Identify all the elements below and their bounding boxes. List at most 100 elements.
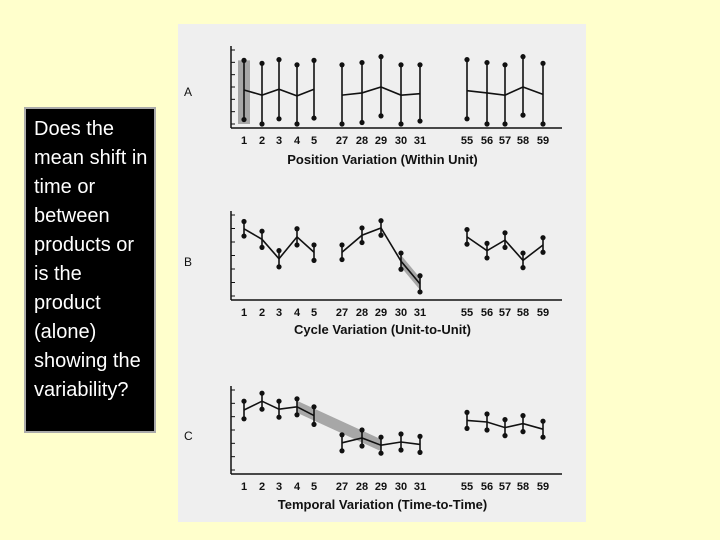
range-low-point <box>241 233 247 239</box>
range-high-point <box>464 57 470 63</box>
range-high-point <box>339 62 345 68</box>
x-tick-label: 31 <box>414 307 426 319</box>
range-high-point <box>520 54 526 60</box>
panel-letter: B <box>184 255 192 269</box>
x-tick-label: 3 <box>276 481 282 493</box>
range-low-point <box>359 443 365 449</box>
question-box: Does the mean shift in time or between p… <box>24 107 156 433</box>
x-tick-label: 27 <box>336 481 348 493</box>
x-tick-label: 59 <box>537 307 549 319</box>
range-high-point <box>359 59 365 66</box>
range-low-point <box>241 416 247 422</box>
x-tick-label: 30 <box>395 481 407 493</box>
range-high-point <box>339 432 345 438</box>
range-low-point <box>339 448 345 454</box>
range-low-point <box>378 113 384 119</box>
range-low-point <box>259 121 265 127</box>
range-low-point <box>484 255 490 261</box>
range-high-point <box>241 57 247 63</box>
range-low-point <box>540 434 546 440</box>
range-low-point <box>540 249 546 255</box>
range-high-point <box>276 57 282 63</box>
range-low-point <box>378 450 384 456</box>
range-low-point <box>259 406 265 412</box>
x-tick-label: 55 <box>461 307 473 319</box>
x-tick-label: 5 <box>311 481 317 493</box>
range-low-point <box>464 116 470 122</box>
range-low-point <box>520 112 526 118</box>
panel-letter: A <box>184 85 192 99</box>
x-tick-label: 4 <box>294 481 301 493</box>
range-high-point <box>259 228 265 234</box>
x-tick-label: 31 <box>414 481 426 493</box>
mean-line <box>341 86 421 96</box>
range-low-point <box>540 121 546 127</box>
range-low-point <box>294 121 300 127</box>
mean-line <box>466 236 544 262</box>
x-tick-label: 29 <box>375 307 387 319</box>
x-tick-label: 2 <box>259 481 265 493</box>
x-tick-label: 30 <box>395 135 407 147</box>
mean-line <box>243 88 315 97</box>
range-low-point <box>417 118 423 124</box>
x-tick-label: 27 <box>336 307 348 319</box>
range-high-point <box>259 390 265 396</box>
range-high-point <box>311 57 317 63</box>
range-high-point <box>484 240 490 246</box>
range-low-point <box>520 265 526 271</box>
x-tick-label: 57 <box>499 481 511 493</box>
range-low-point <box>276 414 282 420</box>
x-tick-label: 55 <box>461 135 473 147</box>
range-low-point <box>484 121 490 127</box>
range-high-point <box>417 62 423 68</box>
mean-line <box>243 400 315 417</box>
range-low-point <box>520 429 526 435</box>
range-high-point <box>417 273 423 279</box>
x-tick-label: 59 <box>537 135 549 147</box>
x-tick-label: 5 <box>311 135 317 147</box>
range-high-point <box>502 62 508 68</box>
range-low-point <box>276 116 282 122</box>
x-tick-label: 56 <box>481 481 493 493</box>
range-low-point <box>339 121 345 127</box>
range-high-point <box>378 218 384 224</box>
x-tick-label: 58 <box>517 481 529 493</box>
range-high-point <box>241 398 247 404</box>
x-tick-label: 29 <box>375 135 387 147</box>
range-low-point <box>359 239 365 246</box>
x-tick-label: 55 <box>461 481 473 493</box>
x-tick-label: 2 <box>259 135 265 147</box>
range-high-point <box>464 226 470 233</box>
range-high-point <box>241 218 247 225</box>
range-low-point <box>502 433 508 439</box>
range-low-point <box>398 121 404 127</box>
range-high-point <box>339 242 345 248</box>
x-tick-label: 30 <box>395 307 407 319</box>
x-tick-label: 4 <box>294 307 301 319</box>
range-high-point <box>484 59 490 66</box>
range-low-point <box>339 256 345 263</box>
range-high-point <box>398 431 404 437</box>
range-low-point <box>311 421 317 427</box>
mean-line <box>243 228 315 260</box>
range-high-point <box>294 226 300 232</box>
range-low-point <box>378 232 384 238</box>
x-tick-label: 28 <box>356 481 368 493</box>
range-high-point <box>540 418 546 424</box>
x-axis-label: Position Variation (Within Unit) <box>287 152 478 167</box>
range-high-point <box>276 398 282 404</box>
range-low-point <box>464 425 470 431</box>
range-high-point <box>359 427 365 433</box>
x-tick-label: 1 <box>241 307 247 319</box>
x-tick-label: 28 <box>356 135 368 147</box>
x-tick-label: 3 <box>276 135 282 147</box>
range-low-point <box>502 244 508 250</box>
x-tick-label: 58 <box>517 135 529 147</box>
mean-line <box>341 437 421 447</box>
x-axis-label: Cycle Variation (Unit-to-Unit) <box>294 322 471 337</box>
x-tick-label: 58 <box>517 307 529 319</box>
x-tick-label: 56 <box>481 135 493 147</box>
range-high-point <box>502 417 508 423</box>
range-high-point <box>520 413 526 419</box>
